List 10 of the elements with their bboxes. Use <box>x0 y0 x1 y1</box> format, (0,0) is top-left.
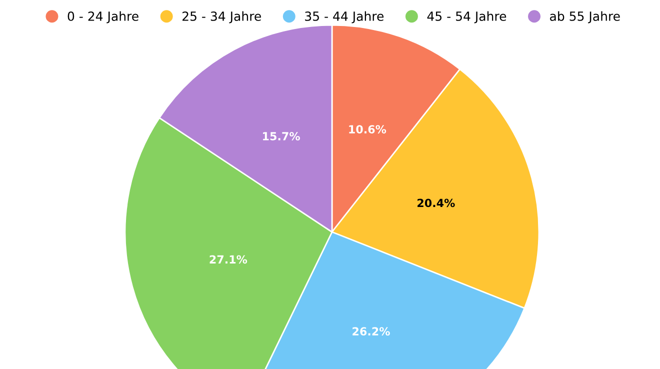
legend-label: 35 - 44 Jahre <box>305 11 384 24</box>
legend-label: ab 55 Jahre <box>550 11 620 24</box>
legend-label: 25 - 34 Jahre <box>182 11 261 24</box>
legend-label: 45 - 54 Jahre <box>427 11 506 24</box>
data-label: 26.2% <box>352 327 390 336</box>
data-label: 15.7% <box>263 132 300 140</box>
data-label: 20.4% <box>418 198 455 208</box>
data-label: 27.1% <box>210 255 248 264</box>
data-label: 10.6% <box>349 125 386 134</box>
legend-label: 0 - 24 Jahre <box>68 11 138 24</box>
